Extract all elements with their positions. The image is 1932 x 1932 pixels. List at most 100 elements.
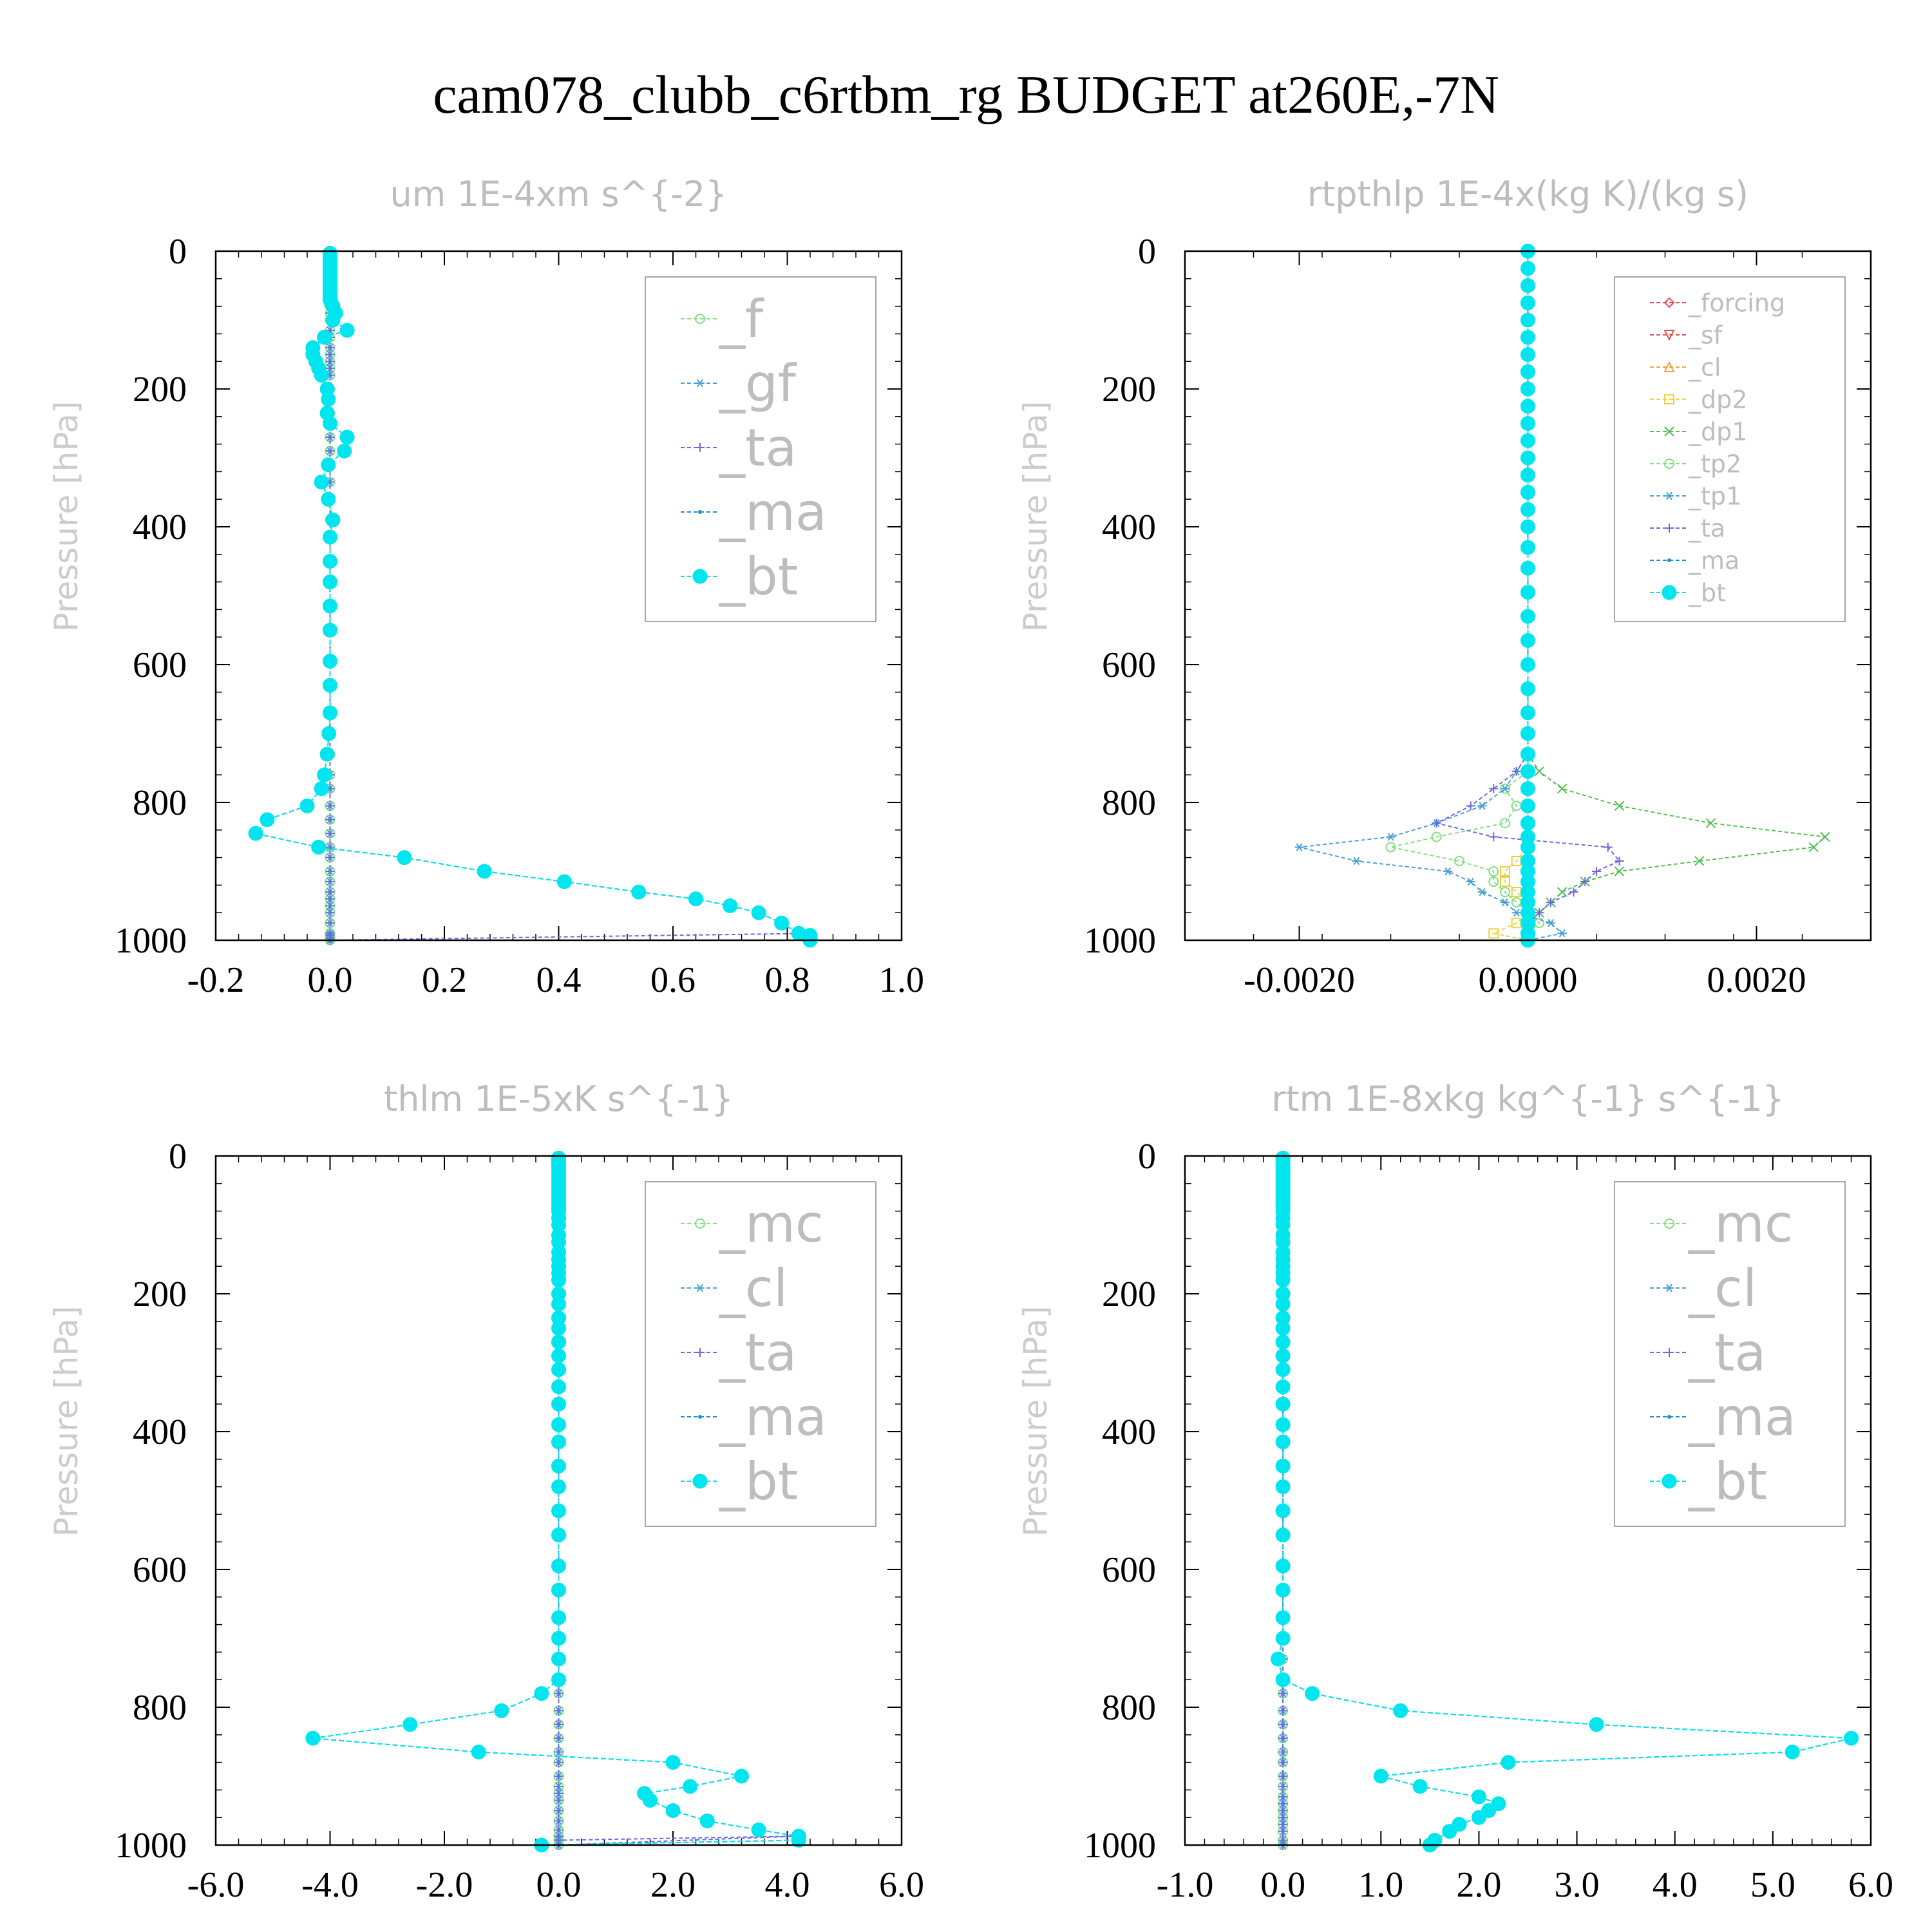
data-point-bt xyxy=(551,1459,566,1473)
data-point-tp1 xyxy=(1557,929,1567,938)
legend-marker xyxy=(1665,1348,1674,1357)
legend-label: _ta xyxy=(719,1323,797,1383)
y-tick-label: 200 xyxy=(1102,1274,1156,1314)
data-point-bt xyxy=(1275,1479,1291,1495)
data-point-bt xyxy=(1520,381,1535,397)
legend-label: _ma xyxy=(719,1387,827,1447)
figure-title: cam078_clubb_c6rtbm_rg BUDGET at260E,-7N xyxy=(433,65,1499,125)
data-point-bt xyxy=(1520,633,1535,649)
y-tick-label: 1000 xyxy=(1084,1826,1156,1866)
data-point-bt xyxy=(791,1833,806,1848)
x-tick-label: 1.0 xyxy=(1358,1865,1403,1905)
legend-marker xyxy=(1662,585,1677,600)
legend-marker xyxy=(1663,330,1675,341)
legend-box xyxy=(1614,276,1846,622)
data-point-bt xyxy=(1275,1321,1291,1336)
x-tick-label: 0.6 xyxy=(650,960,696,1000)
legend-marker xyxy=(1667,558,1671,562)
legend-label: _f xyxy=(719,289,764,349)
data-point-ta xyxy=(1546,898,1555,907)
data-point-bt xyxy=(688,891,703,907)
data-point-ta xyxy=(554,1772,564,1781)
data-point-dp1 xyxy=(1614,866,1625,876)
data-point-bt xyxy=(551,1503,566,1519)
legend-marker xyxy=(1664,1218,1674,1229)
data-point-ta xyxy=(325,842,335,852)
data-point-bt xyxy=(1520,657,1535,672)
data-point-ta xyxy=(325,908,335,918)
data-point-bt xyxy=(751,905,766,920)
series-line-dp1 xyxy=(1527,251,1827,940)
data-point-bt xyxy=(1520,560,1535,576)
y-tick-label: 600 xyxy=(133,1550,187,1590)
data-point-bt xyxy=(260,812,275,828)
data-point-ta xyxy=(554,1706,564,1716)
data-point-tp1 xyxy=(1443,867,1453,876)
x-tick-label: 0.8 xyxy=(765,960,810,1000)
y-tick-label: 200 xyxy=(1102,370,1156,410)
x-tick-label: -1.0 xyxy=(1157,1865,1214,1905)
data-point-bt xyxy=(397,850,412,866)
plot-frame xyxy=(214,1155,903,1846)
series-line-tp2 xyxy=(1390,251,1540,940)
data-point-bt xyxy=(1520,278,1535,293)
data-point-ta xyxy=(554,1795,564,1805)
x-tick-label: -0.0020 xyxy=(1244,960,1355,1000)
data-point-bt xyxy=(248,826,263,841)
x-tick-label: 3.0 xyxy=(1555,1865,1600,1905)
data-point-bt xyxy=(1520,433,1535,448)
data-point-bt xyxy=(323,654,337,669)
data-point-bt xyxy=(1442,1824,1457,1839)
y-tick-label: 400 xyxy=(1102,1412,1156,1452)
data-point-tp1 xyxy=(1511,909,1521,917)
data-point-ta xyxy=(1278,1689,1288,1698)
legend-box xyxy=(1614,1181,1846,1527)
x-tick-label: -4.0 xyxy=(301,1865,359,1905)
legend-box xyxy=(645,1181,876,1527)
x-tick-label: 0.0 xyxy=(536,1865,582,1905)
x-tick-label: 0.0000 xyxy=(1479,960,1578,1000)
legend-marker xyxy=(1664,426,1674,437)
data-point-bt xyxy=(1520,764,1535,779)
data-point-ta xyxy=(554,1719,564,1729)
legend-label: _dp1 xyxy=(1688,417,1747,446)
legend-label: _ma xyxy=(1688,546,1739,574)
legend-label: _bt xyxy=(719,1452,798,1511)
data-point-bt xyxy=(699,1814,715,1829)
data-point-bt xyxy=(1520,330,1535,345)
data-point-bt xyxy=(1275,1348,1291,1363)
y-tick-label: 800 xyxy=(133,1688,187,1728)
data-point-bt xyxy=(323,705,337,721)
y-axis-label: Pressure [hPa] xyxy=(1017,401,1054,632)
y-tick-label: 600 xyxy=(133,645,187,685)
y-tick-label: 400 xyxy=(133,1412,187,1452)
legend-marker xyxy=(1662,1473,1677,1489)
data-point-bt xyxy=(551,1273,566,1288)
data-point-bt xyxy=(683,1779,698,1794)
x-tick-label: 1.0 xyxy=(879,960,924,1000)
data-point-bt xyxy=(1520,312,1535,328)
data-point-dp2 xyxy=(1488,928,1499,939)
x-tick-label: 0.0 xyxy=(1260,1865,1305,1905)
data-point-dp2 xyxy=(1500,876,1510,887)
data-point-dp1 xyxy=(1557,887,1567,897)
data-point-dp1 xyxy=(1534,766,1544,777)
data-point-ta xyxy=(325,867,335,876)
legend-box xyxy=(645,276,876,622)
data-point-bt xyxy=(1275,1672,1291,1687)
plot-frame xyxy=(1184,250,1872,942)
plot-frame xyxy=(1184,1155,1872,1846)
data-point-bt xyxy=(551,1379,566,1394)
y-tick-label: 400 xyxy=(133,507,187,547)
data-point-bt xyxy=(1520,798,1535,813)
legend-label: _bt xyxy=(1688,1452,1767,1511)
data-point-bt xyxy=(1271,1651,1286,1667)
data-point-bt xyxy=(551,1396,566,1412)
data-point-bt xyxy=(321,491,336,507)
data-point-tp2 xyxy=(1488,866,1499,876)
legend-label: _ta xyxy=(719,418,797,478)
x-tick-label: 0.0020 xyxy=(1707,960,1806,1000)
y-tick-label: 200 xyxy=(133,1274,187,1314)
data-point-ta xyxy=(1569,887,1578,897)
